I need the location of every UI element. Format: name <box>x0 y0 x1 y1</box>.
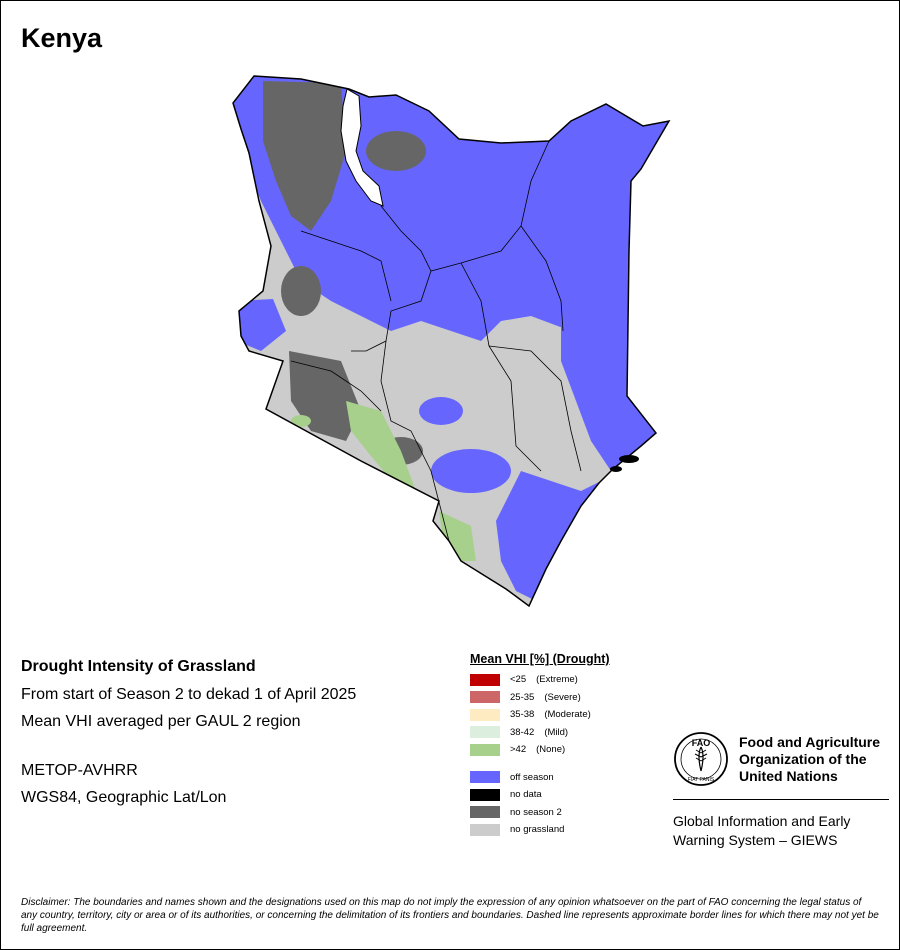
legend-label: no data <box>510 789 542 801</box>
lamu-islands <box>610 455 639 472</box>
fao-org-line: Food and Agriculture <box>739 733 881 750</box>
off-season-area-west <box>233 299 286 351</box>
legend-label: 38-42 (Mild) <box>510 726 569 738</box>
legend-title: Mean VHI [%] (Drought) <box>470 652 610 666</box>
method-text: Mean VHI averaged per GAUL 2 region <box>21 713 301 730</box>
kenya-map <box>232 75 670 607</box>
legend-swatch <box>470 726 500 739</box>
off-season-patch <box>419 397 463 425</box>
map-info-block: Drought Intensity of Grassland From star… <box>21 658 356 816</box>
legend-item-other: no grassland <box>470 821 670 839</box>
legend-swatch <box>470 673 500 686</box>
legend-label: 25-35 (Severe) <box>510 691 581 703</box>
projection-text: WGS84, Geographic Lat/Lon <box>21 789 227 806</box>
lake-turkana <box>340 88 384 207</box>
legend-swatch <box>470 806 500 819</box>
admin-boundaries <box>290 140 582 542</box>
legend-item-drought-class: >42 (None) <box>470 741 670 759</box>
fao-block: FAO FIAT PANIS Food and Agriculture Orga… <box>673 731 889 850</box>
legend-swatch <box>470 691 500 704</box>
fao-org-line: United Nations <box>739 767 838 784</box>
legend-label: no season 2 <box>510 806 562 818</box>
no-season-2-patch <box>366 131 426 171</box>
legend-item-drought-class: 38-42 (Mild) <box>470 724 670 742</box>
disclaimer-text: The boundaries and names shown and the d… <box>21 897 879 934</box>
legend-label: off season <box>510 771 554 783</box>
legend-swatch <box>470 788 500 801</box>
legend-swatch <box>470 823 500 836</box>
legend-swatch <box>470 743 500 756</box>
period-text: From start of Season 2 to dekad 1 of Apr… <box>21 686 357 703</box>
legend-item-other: off season <box>470 769 670 787</box>
no-drought-area-southwest <box>346 401 416 491</box>
map-title: Kenya <box>21 23 103 53</box>
disclaimer: Disclaimer: The boundaries and names sho… <box>21 896 879 935</box>
fao-logo-letters: FAO <box>692 738 711 748</box>
legend-label: 35-38 (Moderate) <box>510 709 591 721</box>
fao-logo: FAO FIAT PANIS <box>674 732 728 786</box>
off-season-patch <box>431 449 511 493</box>
no-season-2-area-northwest <box>263 81 346 231</box>
legend-item-drought-class: 25-35 (Severe) <box>470 689 670 707</box>
legend-item-other: no season 2 <box>470 804 670 822</box>
off-season-area-southeast <box>496 471 601 601</box>
legend-item-drought-class: 35-38 (Moderate) <box>470 706 670 724</box>
legend-item-drought-class: <25 (Extreme) <box>470 671 670 689</box>
legend-label: <25 (Extreme) <box>510 674 578 686</box>
giews-line: Warning System – GIEWS <box>673 832 838 848</box>
map-legend: Mean VHI [%] (Drought) <25 (Extreme) 25-35… <box>470 652 670 839</box>
no-drought-patch <box>291 415 311 427</box>
legend-swatch <box>470 708 500 721</box>
sensor-text: METOP-AVHRR <box>21 762 138 779</box>
no-season-2-patch <box>281 266 321 316</box>
map-heading: Drought Intensity of Grassland <box>21 658 256 675</box>
legend-swatch <box>470 771 500 784</box>
giews-line: Global Information and Early <box>673 813 851 829</box>
legend-label: >42 (None) <box>510 744 566 756</box>
fao-divider <box>673 799 889 800</box>
fao-logo-motto: FIAT PANIS <box>688 777 715 783</box>
legend-item-other: no data <box>470 786 670 804</box>
legend-label: no grassland <box>510 824 565 836</box>
disclaimer-label: Disclaimer: <box>21 897 71 908</box>
fao-org-line: Organization of the <box>739 750 867 767</box>
